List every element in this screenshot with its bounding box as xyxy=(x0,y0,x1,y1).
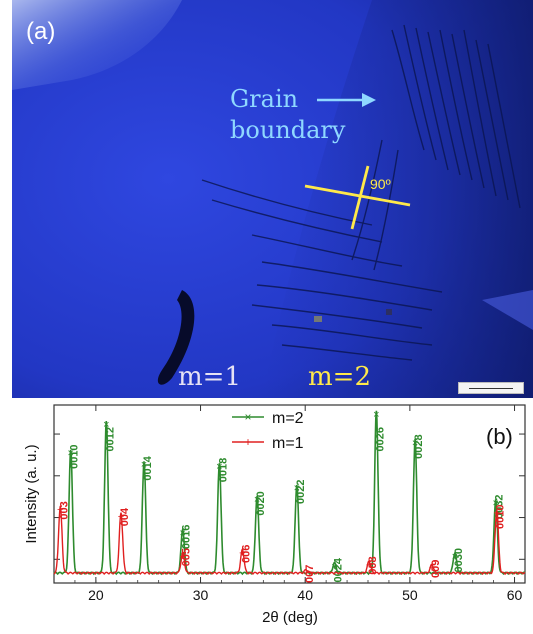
peak-marker: + xyxy=(180,551,186,563)
peak-label-m1: 008 xyxy=(367,556,379,574)
peak-marker: + xyxy=(494,508,500,520)
arrow-icon xyxy=(317,93,376,107)
grain-boundary-line-1: Grain xyxy=(230,85,299,113)
peak-marker: × xyxy=(141,459,147,471)
x-axis-label: 2θ (deg) xyxy=(262,609,318,626)
peak-marker: × xyxy=(254,494,260,506)
xrd-chart-svg: 20 30 40 50 60×0010×0012×0014×0016×0018×0020… xyxy=(23,404,526,626)
legend-m1: m=1 xyxy=(272,435,304,452)
peak-label-m2: 0024 xyxy=(333,557,345,582)
plot-frame xyxy=(53,404,526,584)
angle-marker xyxy=(304,165,411,230)
x-tick-label: 50 xyxy=(402,587,418,603)
peak-marker: + xyxy=(429,563,435,575)
peak-marker: + xyxy=(118,511,124,523)
grain-boundary-line-2: boundary xyxy=(230,116,346,144)
peak-marker: + xyxy=(239,548,245,560)
peak-label-m2: 0030 xyxy=(453,548,465,572)
peak-label-m1: 003 xyxy=(58,501,70,519)
peak-marker: × xyxy=(331,561,337,573)
peak-marker: × xyxy=(103,419,109,431)
peak-marker: + xyxy=(303,568,309,580)
x-tick-label: 60 xyxy=(507,587,523,603)
micrograph-image xyxy=(12,0,533,398)
peak-label-m2: 0010 xyxy=(69,444,81,468)
peak-label-m1: 006 xyxy=(240,545,252,563)
peak-label-m1: 005 xyxy=(181,548,193,566)
peak-label-m2: 0026 xyxy=(374,427,386,451)
x-tick-label: 20 xyxy=(88,587,104,603)
series-line-m1 xyxy=(53,505,526,576)
grain-streaks xyxy=(201,24,521,361)
svg-text:+: + xyxy=(244,435,251,449)
peak-marker: + xyxy=(57,504,63,516)
peak-marker: × xyxy=(216,461,222,473)
peak-marker: × xyxy=(452,551,458,563)
xrd-chart: 20 30 40 50 60 × 0010 × 0012 × 0014 × 0016 × 0018 × 0020… xyxy=(0,398,533,629)
peak-marker: + xyxy=(366,559,372,571)
peak-label-m2: 0014 xyxy=(142,455,154,480)
legend: × m=2 + m=1 xyxy=(232,410,304,452)
panel-a-label: (a) xyxy=(26,18,56,45)
peak-label-m2: 0028 xyxy=(413,434,425,458)
peak-label-m2: 0022 xyxy=(295,479,307,503)
panel-b-label: (b) xyxy=(486,424,513,449)
peak-marker: × xyxy=(180,528,186,540)
svg-text:×: × xyxy=(244,410,251,424)
region-label-m1: m=1 xyxy=(178,362,241,392)
legend-m2: m=2 xyxy=(272,410,304,427)
angle-label: 90º xyxy=(370,176,391,192)
peak-label-m2: 0020 xyxy=(255,491,267,515)
region-label-m2: m=2 xyxy=(308,362,371,392)
peak-marker: × xyxy=(492,498,498,510)
peak-marker: × xyxy=(294,482,300,494)
peak-marker: × xyxy=(373,409,379,421)
optical-micrograph: (a) Grain boundary 90º m=1 m=2 xyxy=(12,0,533,398)
y-axis-label: Intensity (a. u.) xyxy=(23,444,40,543)
peak-label-m1: 009 xyxy=(430,560,442,578)
peak-label-m1: 007 xyxy=(304,565,316,583)
peak-marker: × xyxy=(412,437,418,449)
x-tick-label: 40 xyxy=(297,587,313,603)
grain-boundary-label: Grain boundary xyxy=(230,84,345,146)
peak-label-m1: 004 xyxy=(119,507,131,526)
peak-label-m2: 0018 xyxy=(217,458,229,482)
peak-label-m2: 0012 xyxy=(104,427,116,451)
peak-marker: × xyxy=(68,447,74,459)
scale-bar xyxy=(458,382,524,394)
peak-label-m2: 0016 xyxy=(181,525,193,549)
peak-label-m1: 0010 xyxy=(495,505,507,529)
x-tick-label: 30 xyxy=(193,587,209,603)
